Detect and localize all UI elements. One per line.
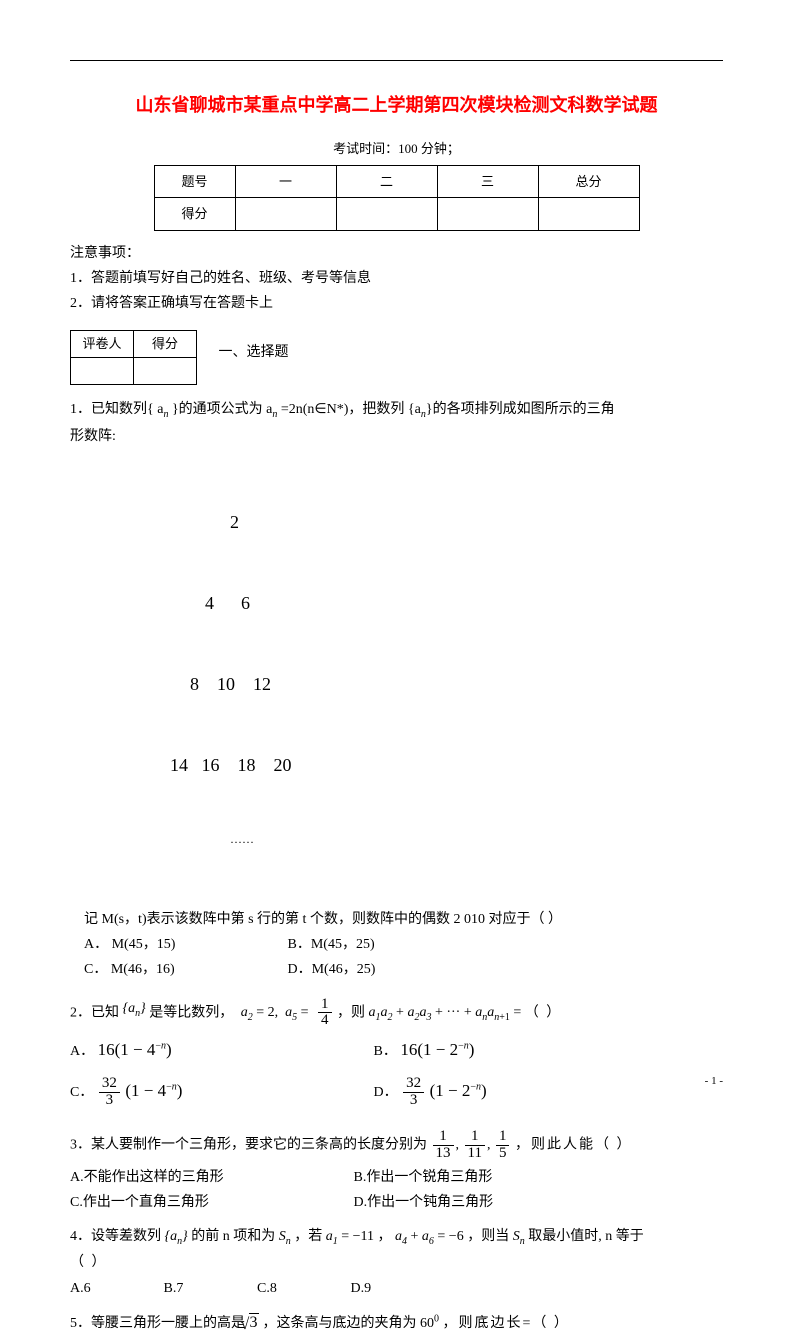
q4-text: ， xyxy=(378,1229,392,1244)
score-cell xyxy=(538,198,639,230)
q4-text: ，若 xyxy=(294,1229,322,1244)
q5-text: ，这条高与底边的夹角为 xyxy=(263,1316,417,1331)
triangle-row: 14 16 18 20 xyxy=(70,752,723,779)
triangle-row: 8 10 12 xyxy=(70,671,723,698)
score-header-row: 题号 一 二 三 总分 xyxy=(154,165,639,197)
score-table: 题号 一 二 三 总分 得分 xyxy=(154,165,640,231)
fraction: 32 3 xyxy=(403,1076,424,1109)
q1-options: C． M(46，16) D．M(46，25) xyxy=(70,957,723,982)
score-row-label: 得分 xyxy=(154,198,235,230)
exam-page: 山东省聊城市某重点中学高二上学期第四次模块检测文科数学试题 考试时间：100 分… xyxy=(0,0,793,1122)
q1-text: }的各项排列成如图所示的三角 xyxy=(426,402,615,417)
fraction: 111 xyxy=(465,1129,485,1162)
q2-tail: （ ） xyxy=(525,1005,563,1020)
q5-text: 5．等腰三角形一腰上的高是 xyxy=(70,1316,245,1331)
score-header: 题号 xyxy=(154,165,235,197)
q3-opt-a: A.不能作出这样的三角形 xyxy=(70,1165,350,1190)
q1-opt-a: A． M(45，15) xyxy=(84,932,284,957)
q4-opt-d: D.9 xyxy=(351,1276,441,1301)
q3-options: A.不能作出这样的三角形 B.作出一个锐角三角形 C.作出一个直角三角形 D.作… xyxy=(70,1165,723,1215)
section-header-block: 评卷人 得分 一、选择题 xyxy=(70,316,723,389)
q4-text: 取最小值时, n 等于 xyxy=(528,1229,644,1244)
q2-opt-c-label: C． xyxy=(70,1085,93,1100)
triangle-row: 4 6 xyxy=(70,590,723,617)
q3-tail: ，则此人能（ ） xyxy=(515,1137,633,1152)
q4-opt-b: B.7 xyxy=(164,1276,254,1301)
question-1: 1．已知数列{ an }的通项公式为 an =2n(n∈N*)，把数列 {an}… xyxy=(70,397,723,983)
q1-opt-c: C． M(46，16) xyxy=(84,957,284,982)
grader-cell xyxy=(71,358,134,385)
q3-text: 3．某人要制作一个三角形，要求它的三条高的长度分别为 xyxy=(70,1137,427,1152)
fraction: 1 4 xyxy=(318,997,332,1030)
q3-opt-d: D.作出一个钝角三角形 xyxy=(354,1190,494,1215)
q4-text: 的前 n 项和为 xyxy=(191,1229,275,1244)
q2-opt-b-label: B． xyxy=(374,1044,397,1059)
fraction: 32 3 xyxy=(99,1076,120,1109)
grader-h1: 评卷人 xyxy=(71,331,134,358)
page-number: - 1 - xyxy=(705,1072,723,1092)
question-5: 5．等腰三角形一腰上的高是 3√ ，这条高与底边的夹角为 600 ，则底边长=（… xyxy=(70,1309,723,1338)
q4-options: A.6 B.7 C.8 D.9 xyxy=(70,1276,723,1301)
q1-text: }的通项公式为 a xyxy=(168,402,272,417)
score-header: 三 xyxy=(437,165,538,197)
score-header: 总分 xyxy=(538,165,639,197)
q3-opt-c: C.作出一个直角三角形 xyxy=(70,1190,350,1215)
grader-h2: 得分 xyxy=(134,331,197,358)
q2-opt-d-label: D． xyxy=(374,1085,398,1100)
q1-options: A． M(45，15) B．M(45，25) xyxy=(70,932,723,957)
q4-tail: （ ） xyxy=(70,1250,723,1275)
note-line: 2．请将答案正确填写在答题卡上 xyxy=(70,291,723,316)
q1-text: 形数阵: xyxy=(70,424,723,449)
notes-heading: 注意事项： xyxy=(70,241,723,266)
fraction: 15 xyxy=(496,1129,510,1162)
score-header: 一 xyxy=(235,165,336,197)
q2-text: 是等比数列， xyxy=(149,1005,233,1020)
q1-opt-d: D．M(46，25) xyxy=(288,957,376,982)
triangle-dots: ······ xyxy=(70,833,723,851)
question-3: 3．某人要制作一个三角形，要求它的三条高的长度分别为 113, 111, 15 … xyxy=(70,1129,723,1216)
q1-text: =2n(n∈N*)，把数列 {a xyxy=(277,402,420,417)
q4-opt-a: A.6 xyxy=(70,1276,160,1301)
question-4: 4．设等差数列 {an} 的前 n 项和为 Sn ，若 a1 = −11 ， a… xyxy=(70,1224,723,1301)
section-1-label: 一、选择题 xyxy=(219,340,289,365)
q2-text: ，则 xyxy=(337,1005,365,1020)
q4-opt-c: C.8 xyxy=(257,1276,347,1301)
q2-options: A． 16(1 − 4−n) B． 16(1 − 2−n) C． 32 3 (1… xyxy=(70,1035,723,1119)
q3-opt-b: B.作出一个锐角三角形 xyxy=(354,1165,493,1190)
q1-opt-b: B．M(45，25) xyxy=(288,932,375,957)
q1-tail: 记 M(s，t)表示该数阵中第 s 行的第 t 个数，则数阵中的偶数 2 010… xyxy=(70,907,723,932)
q4-text: 4．设等差数列 xyxy=(70,1229,161,1244)
q2-opt-a-label: A． xyxy=(70,1044,94,1059)
q4-text: ，则当 xyxy=(467,1229,509,1244)
score-cell xyxy=(336,198,437,230)
exam-title: 山东省聊城市某重点中学高二上学期第四次模块检测文科数学试题 xyxy=(70,89,723,121)
triangle-array: 2 4 6 8 10 12 14 16 18 20 ······ xyxy=(70,455,723,905)
fraction: 113 xyxy=(433,1129,454,1162)
score-value-row: 得分 xyxy=(154,198,639,230)
top-rule xyxy=(70,60,723,61)
grader-table: 评卷人 得分 xyxy=(70,330,197,385)
note-line: 1．答题前填写好自己的姓名、班级、考号等信息 xyxy=(70,266,723,291)
score-header: 二 xyxy=(336,165,437,197)
exam-time: 考试时间：100 分钟； xyxy=(70,137,723,160)
q1-text: 1．已知数列{ a xyxy=(70,402,163,417)
q2-text: 2．已知 xyxy=(70,1005,119,1020)
q5-tail: ，则底边长=（ ） xyxy=(443,1316,570,1331)
score-cell xyxy=(235,198,336,230)
question-2: 2．已知 {an} 是等比数列， a2 = 2, a5 = 1 4 ，则 a1a… xyxy=(70,997,723,1119)
triangle-row: 2 xyxy=(70,509,723,536)
grader-cell xyxy=(134,358,197,385)
score-cell xyxy=(437,198,538,230)
